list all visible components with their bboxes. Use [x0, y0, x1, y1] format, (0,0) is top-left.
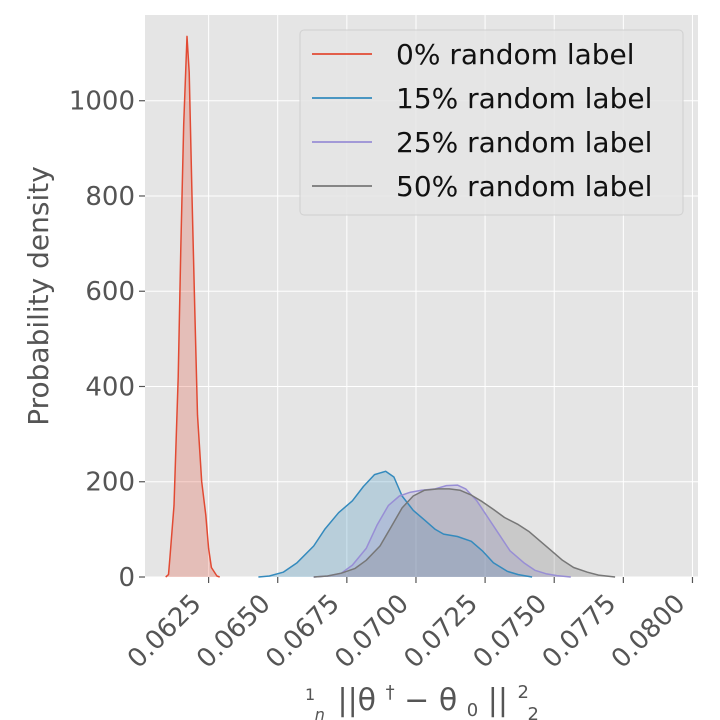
x-label-sub2: 2 — [527, 704, 538, 720]
x-tick-label: 0.0750 — [468, 589, 554, 675]
legend-label-0pct-random-label: 0% random label — [396, 38, 635, 71]
area-15pct-random-label — [258, 471, 533, 577]
line-50pct-random-label — [313, 488, 616, 578]
density-areas — [165, 36, 616, 577]
area-0pct-random-label — [165, 36, 220, 577]
y-tick-label: 400 — [85, 372, 135, 402]
x-tick-label: 0.0725 — [398, 589, 484, 675]
y-axis-label-text: Probability density — [22, 166, 55, 426]
x-label-sub0: 0 — [467, 700, 478, 720]
y-tick-label: 200 — [85, 468, 135, 498]
legend-box — [299, 29, 684, 216]
x-label-norm: ||θ — [337, 683, 376, 718]
legend-label-25pct-random-label: 25% random label — [396, 126, 652, 159]
x-tick-label: 0.0700 — [329, 589, 415, 675]
legend: 0% random label 15% random label 25% rando… — [299, 29, 684, 216]
legend-label-15pct-random-label: 15% random label — [396, 82, 652, 115]
x-label-frac: 1 — [305, 685, 315, 704]
y-tick-label: 1000 — [69, 87, 135, 117]
x-tick-label: 0.0800 — [606, 589, 692, 675]
density-lines — [165, 35, 616, 578]
x-tick-label: 0.0625 — [122, 589, 208, 675]
x-axis-label: 1 n ||θ † − θ 0 || 2 2 — [305, 671, 539, 720]
y-tick-label: 0 — [118, 563, 135, 593]
x-label-frac-den: n — [315, 705, 325, 720]
x-tick-label: 0.0675 — [260, 589, 346, 675]
y-tick-label: 800 — [85, 182, 135, 212]
x-label-minus: − θ — [404, 683, 457, 718]
area-25pct-random-label — [313, 485, 571, 577]
line-0pct-random-label — [165, 35, 220, 578]
x-label-dagger: † — [386, 682, 395, 703]
x-label-sup2: 2 — [517, 682, 528, 703]
y-axis-label: Probability density — [22, 166, 55, 426]
line-15pct-random-label — [258, 470, 533, 578]
area-50pct-random-label — [313, 488, 616, 577]
legend-label-50pct-random-label: 50% random label — [396, 170, 652, 203]
y-tick-label: 600 — [85, 277, 135, 307]
x-tick-label: 0.0775 — [537, 589, 623, 675]
x-tick-label: 0.0650 — [191, 589, 277, 675]
line-25pct-random-label — [313, 484, 571, 578]
x-label-close: || — [488, 683, 508, 718]
